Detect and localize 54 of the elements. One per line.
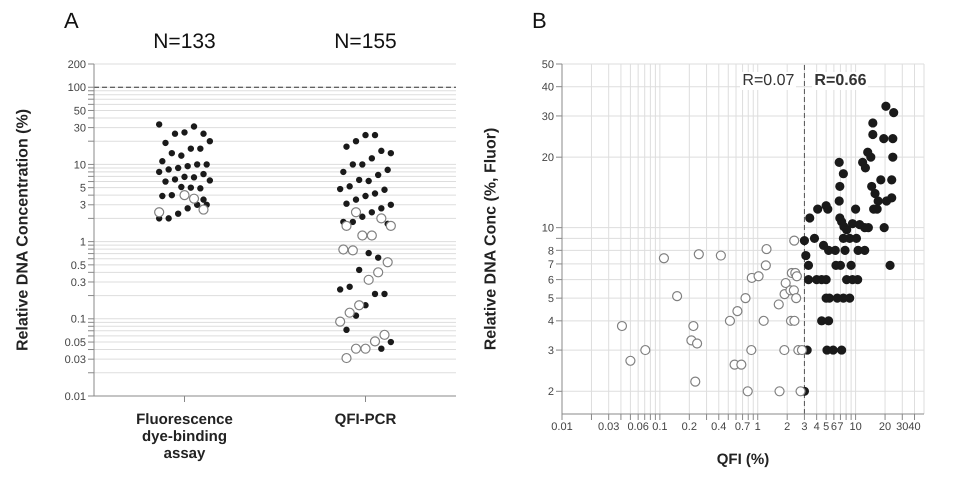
y-tick-label: 30 bbox=[74, 122, 86, 135]
y-tick-label: 50 bbox=[74, 105, 86, 118]
x-tick-label: 40 bbox=[908, 420, 921, 433]
x-tick-label: QFI-PCR bbox=[334, 411, 396, 428]
y-tick-label: 3 bbox=[548, 344, 554, 357]
x-tick-label: Fluorescence dye-binding assay bbox=[136, 411, 233, 462]
y-tick-label: 100 bbox=[68, 82, 86, 94]
y-tick-label: 8 bbox=[548, 245, 554, 258]
y-tick-label: 6 bbox=[548, 274, 554, 287]
text: N=155 bbox=[333, 30, 398, 54]
x-tick-label: 0.06 bbox=[627, 420, 649, 433]
chart-title: A bbox=[64, 8, 79, 34]
x-tick-label: 5 bbox=[823, 420, 830, 433]
y-axis-title: Relative DNA Concentration (%) bbox=[14, 108, 32, 352]
y-tick-label: 0.01 bbox=[64, 390, 86, 403]
chart-title: B bbox=[532, 8, 547, 34]
x-tick-label: 6 bbox=[830, 420, 837, 433]
x-tick-label: 0.03 bbox=[598, 420, 620, 433]
y-tick-label: 40 bbox=[542, 82, 554, 94]
y-tick-label: 7 bbox=[548, 258, 554, 271]
x-tick-label: 30 bbox=[896, 420, 908, 433]
x-tick-label: 20 bbox=[878, 420, 892, 433]
text: N=133 bbox=[152, 30, 217, 54]
x-tick-label: 2 bbox=[784, 420, 790, 433]
y-tick-label: 0.05 bbox=[64, 336, 86, 349]
x-tick-label: 0.4 bbox=[711, 420, 726, 433]
y-axis-title: Relative DNA Conc (%, Fluor) bbox=[482, 128, 500, 350]
x-tick-label: 3 bbox=[801, 420, 808, 433]
y-tick-label: 20 bbox=[542, 152, 554, 164]
y-tick-label: 2 bbox=[548, 386, 554, 398]
y-tick-label: 5 bbox=[80, 182, 86, 195]
y-tick-label: 0.3 bbox=[70, 276, 86, 289]
y-tick-label: 200 bbox=[68, 58, 86, 71]
x-axis-title: QFI (%) bbox=[716, 451, 770, 468]
y-tick-label: 10 bbox=[542, 222, 554, 235]
y-tick-label: 1 bbox=[80, 236, 86, 249]
y-tick-label: 30 bbox=[542, 110, 554, 123]
x-tick-label: 4 bbox=[814, 420, 820, 433]
y-tick-label: 0.03 bbox=[64, 354, 86, 366]
x-tick-label: 1 bbox=[754, 420, 761, 433]
annotation: R=0.07 bbox=[740, 72, 796, 90]
x-tick-label: 10 bbox=[849, 420, 862, 433]
y-tick-label: 10 bbox=[74, 159, 86, 172]
y-tick-label: 50 bbox=[542, 58, 554, 71]
x-tick-label: 0.2 bbox=[682, 420, 697, 433]
annotation: R=0.66 bbox=[812, 72, 868, 90]
y-tick-label: 4 bbox=[548, 316, 554, 328]
x-tick-label: 0.7 bbox=[734, 420, 750, 433]
y-tick-label: 3 bbox=[80, 200, 86, 212]
y-tick-label: 5 bbox=[548, 293, 554, 306]
x-tick-label: 7 bbox=[837, 420, 844, 433]
y-tick-label: 0.1 bbox=[70, 314, 86, 326]
y-tick-label: 0.5 bbox=[70, 260, 86, 272]
x-tick-label: 0.1 bbox=[652, 420, 668, 433]
